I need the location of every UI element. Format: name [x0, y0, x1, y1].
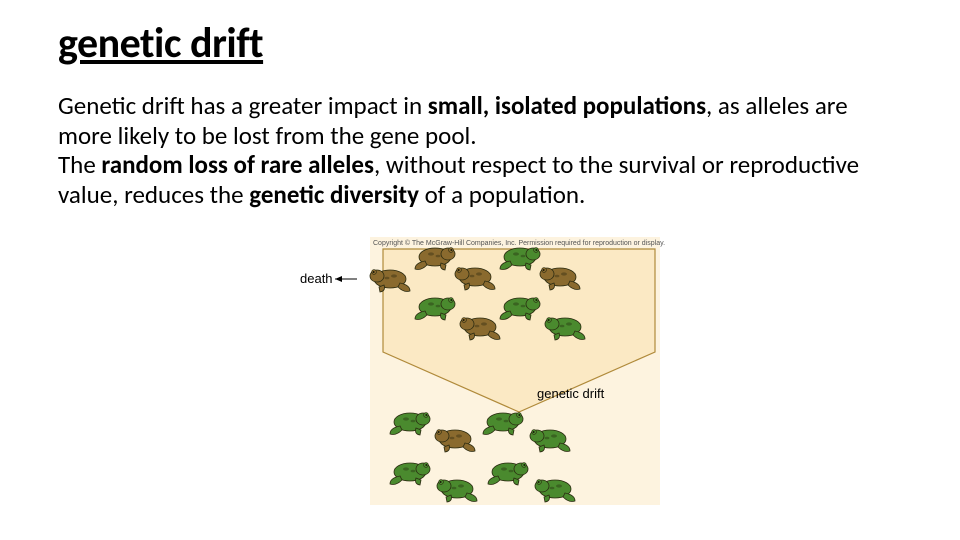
- p1-bold-1: small, isolated populations: [428, 90, 706, 121]
- figure-container: Copyright © The McGraw-Hill Companies, I…: [58, 227, 902, 507]
- genetic-drift-label: genetic drift: [537, 386, 605, 401]
- p2-part-a: The: [58, 149, 101, 180]
- death-label: death: [300, 271, 333, 286]
- p2-bold-2: genetic diversity: [249, 179, 419, 210]
- p2-part-e: of a population.: [419, 179, 585, 210]
- copyright-text: Copyright © The McGraw-Hill Companies, I…: [373, 239, 665, 247]
- slide: genetic drift Genetic drift has a greate…: [0, 0, 960, 540]
- paragraph-1: Genetic drift has a greater impact in sm…: [58, 91, 902, 150]
- figure-svg: Copyright © The McGraw-Hill Companies, I…: [295, 227, 665, 507]
- p1-part-a: Genetic drift has a greater impact in: [58, 90, 428, 121]
- genetic-drift-figure: Copyright © The McGraw-Hill Companies, I…: [295, 227, 665, 507]
- slide-title: genetic drift: [58, 18, 902, 69]
- paragraph-2: The random loss of rare alleles, without…: [58, 150, 902, 209]
- p2-bold-1: random loss of rare alleles: [101, 149, 374, 180]
- body-text: Genetic drift has a greater impact in sm…: [58, 91, 902, 209]
